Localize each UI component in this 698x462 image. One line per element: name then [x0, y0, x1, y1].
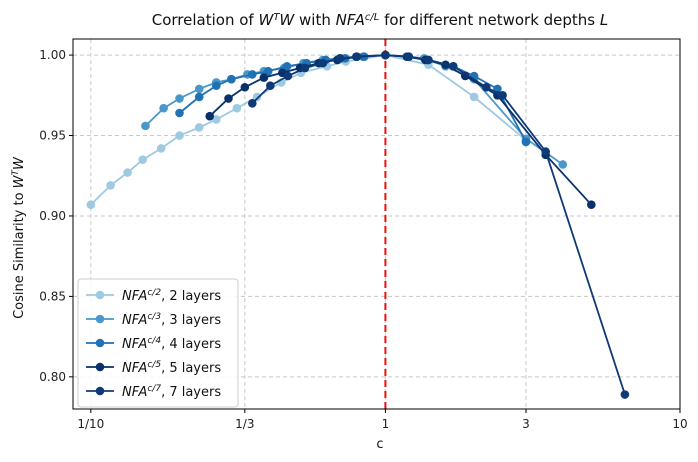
data-point: [138, 155, 147, 164]
data-point: [224, 94, 233, 103]
series-7-layers: [247, 50, 630, 399]
x-tick-label: 3: [522, 417, 530, 431]
data-point: [194, 123, 204, 132]
data-point: [194, 84, 204, 94]
x-tick-label: 1/3: [235, 417, 254, 431]
series-group: [86, 50, 630, 399]
data-point: [300, 63, 310, 73]
data-point: [263, 66, 273, 76]
x-tick-label: 10: [672, 417, 687, 431]
x-tick-label: 1: [382, 417, 390, 431]
data-point: [205, 111, 215, 121]
legend-entry: NFAc/4, 4 layers: [86, 336, 221, 352]
legend-marker: [95, 338, 105, 348]
data-point: [448, 62, 458, 71]
data-point: [212, 81, 221, 90]
legend-marker: [95, 386, 105, 396]
y-tick-label: 1.00: [39, 48, 66, 62]
data-point: [541, 147, 550, 156]
data-point: [86, 200, 96, 209]
legend-entry: NFAc/3, 3 layers: [86, 312, 221, 328]
legend: NFAc/2, 2 layers NFAc/3, 3 layers NFAc/4, …: [77, 278, 239, 408]
data-point: [156, 144, 166, 153]
legend-label: NFAc/5, 5 layers: [122, 360, 221, 376]
x-tick-label: 1/10: [77, 417, 104, 431]
x-axis-ticks: 1/10 1/3 1 3 10: [77, 409, 688, 431]
legend-marker: [95, 362, 105, 372]
chart-title: Correlation of WTW with NFAc/L for diffe…: [152, 11, 609, 29]
plot-frame: [72, 38, 681, 410]
legend-marker: [95, 314, 105, 324]
data-point: [175, 108, 184, 118]
data-point: [106, 181, 115, 190]
legend-label: NFAc/7, 7 layers: [122, 384, 221, 400]
data-point: [460, 71, 470, 81]
data-point: [469, 92, 479, 102]
data-point: [283, 71, 293, 81]
data-point: [175, 131, 184, 140]
data-point: [335, 54, 345, 63]
y-axis-label: Cosine Similarity to WTW: [11, 156, 27, 319]
legend-label: NFAc/3, 3 layers: [122, 312, 221, 328]
data-point: [212, 115, 221, 124]
y-tick-label: 0.90: [39, 209, 66, 223]
legend-label: NFAc/2, 2 layers: [122, 288, 221, 304]
y-tick-label: 0.95: [39, 129, 66, 143]
legend-entry: NFAc/5, 5 layers: [86, 360, 221, 376]
data-point: [558, 160, 568, 169]
data-point: [481, 82, 491, 92]
data-point: [252, 92, 262, 102]
data-point: [282, 62, 292, 71]
data-point: [240, 82, 250, 92]
data-point: [247, 99, 257, 108]
data-point: [141, 121, 150, 131]
data-point: [232, 103, 242, 113]
data-point: [404, 52, 414, 61]
data-point: [266, 81, 275, 90]
data-point: [247, 70, 257, 79]
y-tick-label: 0.85: [39, 289, 66, 303]
data-point: [318, 58, 328, 68]
y-tick-label: 0.80: [39, 370, 66, 384]
legend-entry: NFAc/2, 2 layers: [86, 288, 221, 304]
data-point: [227, 74, 236, 84]
data-point: [175, 94, 184, 103]
data-point: [381, 50, 390, 60]
x-axis-label: c: [376, 437, 383, 452]
y-axis-ticks: 0.80 0.85 0.90 0.95 1.00: [39, 48, 73, 384]
data-point: [424, 55, 433, 65]
data-point: [587, 200, 596, 209]
legend-marker: [95, 290, 105, 300]
data-point: [352, 52, 362, 61]
data-point: [259, 73, 269, 82]
data-point: [498, 91, 507, 100]
legend-label: NFAc/4, 4 layers: [122, 336, 221, 352]
legend-entry: NFAc/7, 7 layers: [86, 384, 221, 400]
data-point: [521, 137, 531, 147]
data-point: [159, 103, 168, 113]
data-point: [123, 168, 132, 177]
data-point: [620, 390, 630, 399]
legend-box: [77, 278, 239, 408]
data-point: [194, 92, 204, 102]
